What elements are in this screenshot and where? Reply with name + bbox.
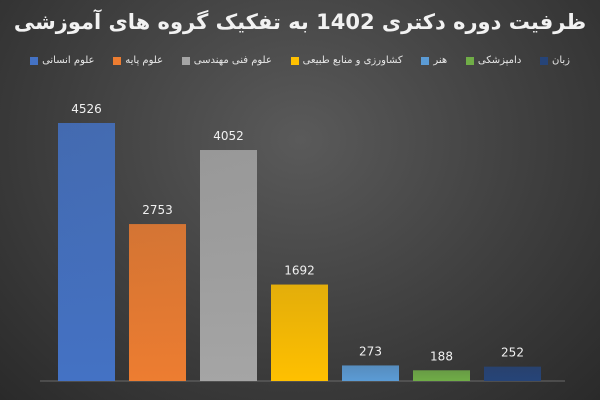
bar-5 (413, 370, 470, 381)
bar-3 (271, 284, 328, 381)
legend-swatch (113, 56, 122, 65)
legend-label: هنر (433, 55, 448, 66)
bar-6 (484, 366, 541, 381)
data-label-5: 188 (430, 349, 453, 363)
legend-item: زبان (539, 55, 570, 66)
legend-label: علوم پایه (125, 55, 164, 66)
data-label-3: 1692 (284, 264, 315, 278)
chart-title: ظرفیت دوره دکتری 1402 به تفکیک گروه های … (13, 10, 587, 34)
legend-item: دامپزشکی (465, 55, 522, 66)
legend-label: کشاورزی و منابع طبیعی (302, 55, 403, 66)
legend-item: علوم انسانی (30, 55, 95, 66)
chart-legend: علوم انسانی علوم پایه علوم فنی مهندسی کش… (30, 55, 570, 66)
legend-label: دامپزشکی (477, 55, 522, 66)
data-label-6: 252 (501, 346, 524, 360)
data-label-0: 4526 (71, 102, 102, 116)
legend-swatch (539, 56, 548, 65)
legend-item: علوم پایه (113, 55, 163, 66)
legend-swatch (30, 56, 39, 65)
legend-swatch (290, 56, 299, 65)
data-label-4: 273 (359, 344, 382, 358)
data-label-1: 2753 (142, 203, 173, 217)
bar-2 (200, 150, 257, 381)
bar-4 (342, 365, 399, 381)
legend-label: زبان (551, 55, 570, 66)
legend-item: علوم فنی مهندسی (181, 55, 272, 66)
legend-item: کشاورزی و منابع طبیعی (290, 55, 403, 66)
legend-label: علوم فنی مهندسی (193, 55, 272, 66)
bar-1 (129, 224, 186, 381)
legend-swatch (181, 56, 190, 65)
data-label-2: 4052 (213, 129, 244, 143)
legend-item: هنر (421, 55, 447, 66)
legend-label: علوم انسانی (42, 55, 95, 66)
legend-swatch (465, 56, 474, 65)
bar-0 (58, 123, 115, 381)
legend-swatch (421, 56, 430, 65)
